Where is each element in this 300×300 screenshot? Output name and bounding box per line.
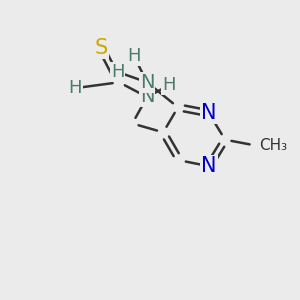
Text: N: N	[201, 156, 217, 176]
Text: H: H	[127, 47, 141, 65]
Text: H: H	[68, 79, 82, 97]
Text: N: N	[140, 73, 154, 92]
Text: H: H	[162, 76, 176, 94]
Text: S: S	[95, 38, 108, 58]
Text: CH₃: CH₃	[259, 138, 287, 153]
Text: N: N	[201, 103, 217, 123]
Text: N: N	[140, 88, 154, 106]
Text: H: H	[111, 63, 124, 81]
